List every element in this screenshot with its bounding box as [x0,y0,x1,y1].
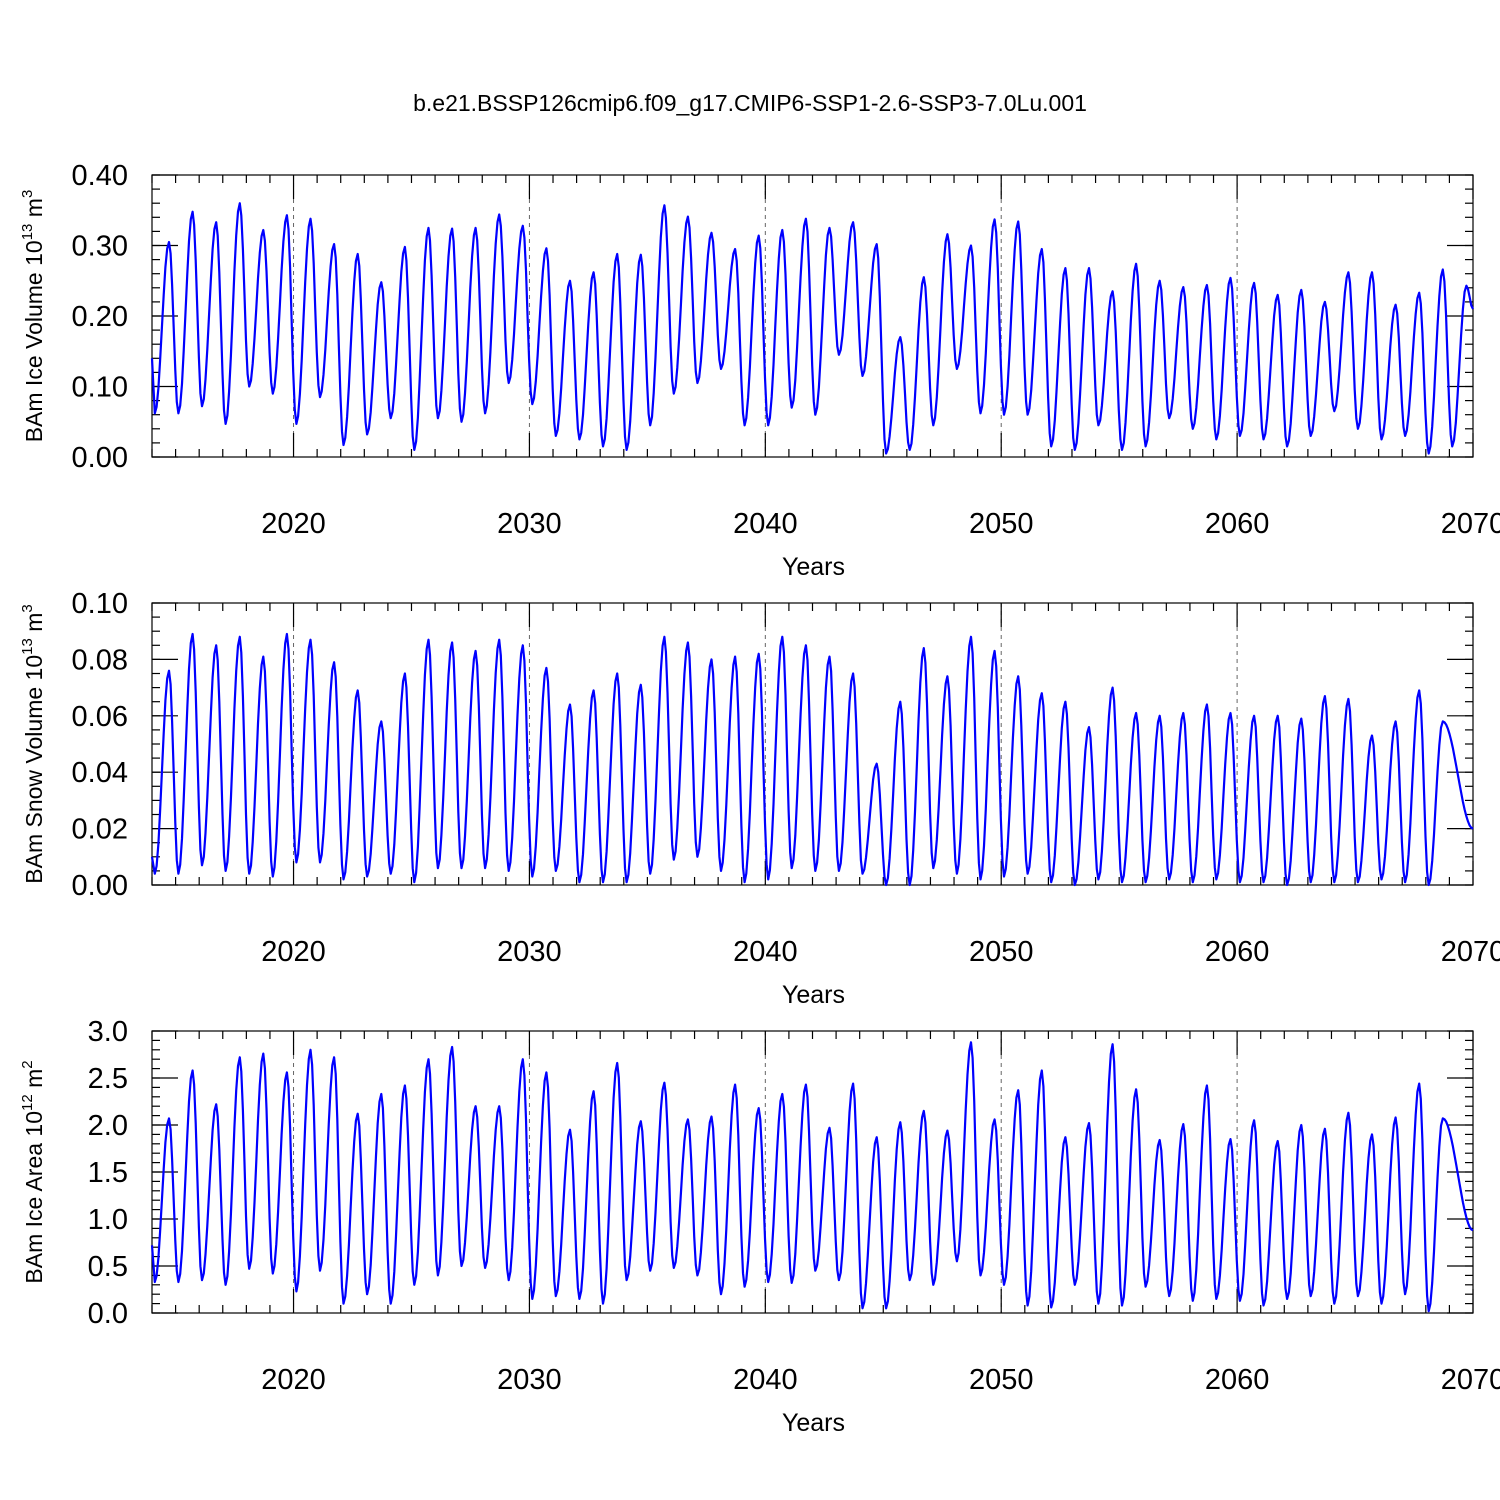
snow-volume-ytick-label: 0.04 [72,757,128,789]
ice-area-panel: 0.0 0.5 1.0 1.5 2.0 2.5 3.0 2020 2030 2040 2050 206… [19,1016,1500,1437]
ice-volume-ytick-label: 0.10 [72,372,128,404]
ice-volume-xtick-label: 2060 [1205,508,1270,540]
snow-volume-xtick-label: 2020 [261,936,326,968]
ice-area-ylabel: BAm Ice Area 1012 m2 [19,1060,47,1283]
ice-volume-xtick-label: 2050 [969,508,1034,540]
figure-title: b.e21.BSSP126cmip6.f09_g17.CMIP6-SSP1-2.… [413,90,1087,116]
ice-area-xtick-label: 2040 [733,1364,798,1396]
ice-volume-ytick-label: 0.00 [72,442,128,474]
ice-area-xtick-label: 2030 [497,1364,562,1396]
snow-volume-ylabel: BAm Snow Volume 1013 m3 [19,604,47,883]
ice-volume-ytick-label: 0.40 [72,160,128,192]
ice-area-xtick-label: 2060 [1205,1364,1270,1396]
ice-volume-xtick-label: 2020 [261,508,326,540]
ice-volume-xtick-label: 2040 [733,508,798,540]
snow-volume-xlabel: Years [782,981,845,1009]
snow-volume-ytick-label: 0.00 [72,870,128,902]
ice-area-ytick-label: 1.0 [88,1204,128,1236]
ice-volume-ytick-label: 0.30 [72,231,128,263]
snow-volume-ytick-label: 0.06 [72,701,128,733]
ice-area-ytick-label: 2.0 [88,1110,128,1142]
ice-area-ytick-label: 1.5 [88,1157,128,1189]
ice-volume-panel: 0.00 0.10 0.20 0.30 0.40 2020 2030 2040 2050 2060… [19,160,1500,581]
ice-area-xtick-label: 2020 [261,1364,326,1396]
ice-area-ytick-label: 2.5 [88,1063,128,1095]
snow-volume-series-line [150,632,1474,887]
ice-volume-xtick-label: 2070 [1441,508,1500,540]
ice-area-ytick-label: 0.0 [88,1298,128,1330]
snow-volume-xtick-label: 2030 [497,936,562,968]
ice-volume-series-line [150,202,1474,455]
snow-volume-ytick-label: 0.08 [72,644,128,676]
ice-volume-ylabel: BAm Ice Volume 1013 m3 [19,190,47,443]
ice-area-ytick-label: 3.0 [88,1016,128,1048]
ice-area-ytick-label: 0.5 [88,1251,128,1283]
ice-area-xlabel: Years [782,1409,845,1437]
ice-area-series-line [150,1041,1474,1313]
ice-area-xtick-label: 2050 [969,1364,1034,1396]
snow-volume-xtick-label: 2050 [969,936,1034,968]
snow-volume-xtick-label: 2040 [733,936,798,968]
snow-volume-xtick-label: 2070 [1441,936,1500,968]
ice-volume-xlabel: Years [782,553,845,581]
snow-volume-xtick-label: 2060 [1205,936,1270,968]
ice-volume-ytick-label: 0.20 [72,301,128,333]
snow-volume-ytick-label: 0.02 [72,814,128,846]
panels-container: 0.00 0.10 0.20 0.30 0.40 2020 2030 2040 2050 2060… [19,160,1500,1437]
snow-volume-panel: 0.00 0.02 0.04 0.06 0.08 0.10 2020 2030 2040 2050… [19,588,1500,1009]
snow-volume-ytick-label: 0.10 [72,588,128,620]
ice-area-xtick-label: 2070 [1441,1364,1500,1396]
ice-volume-xtick-label: 2030 [497,508,562,540]
